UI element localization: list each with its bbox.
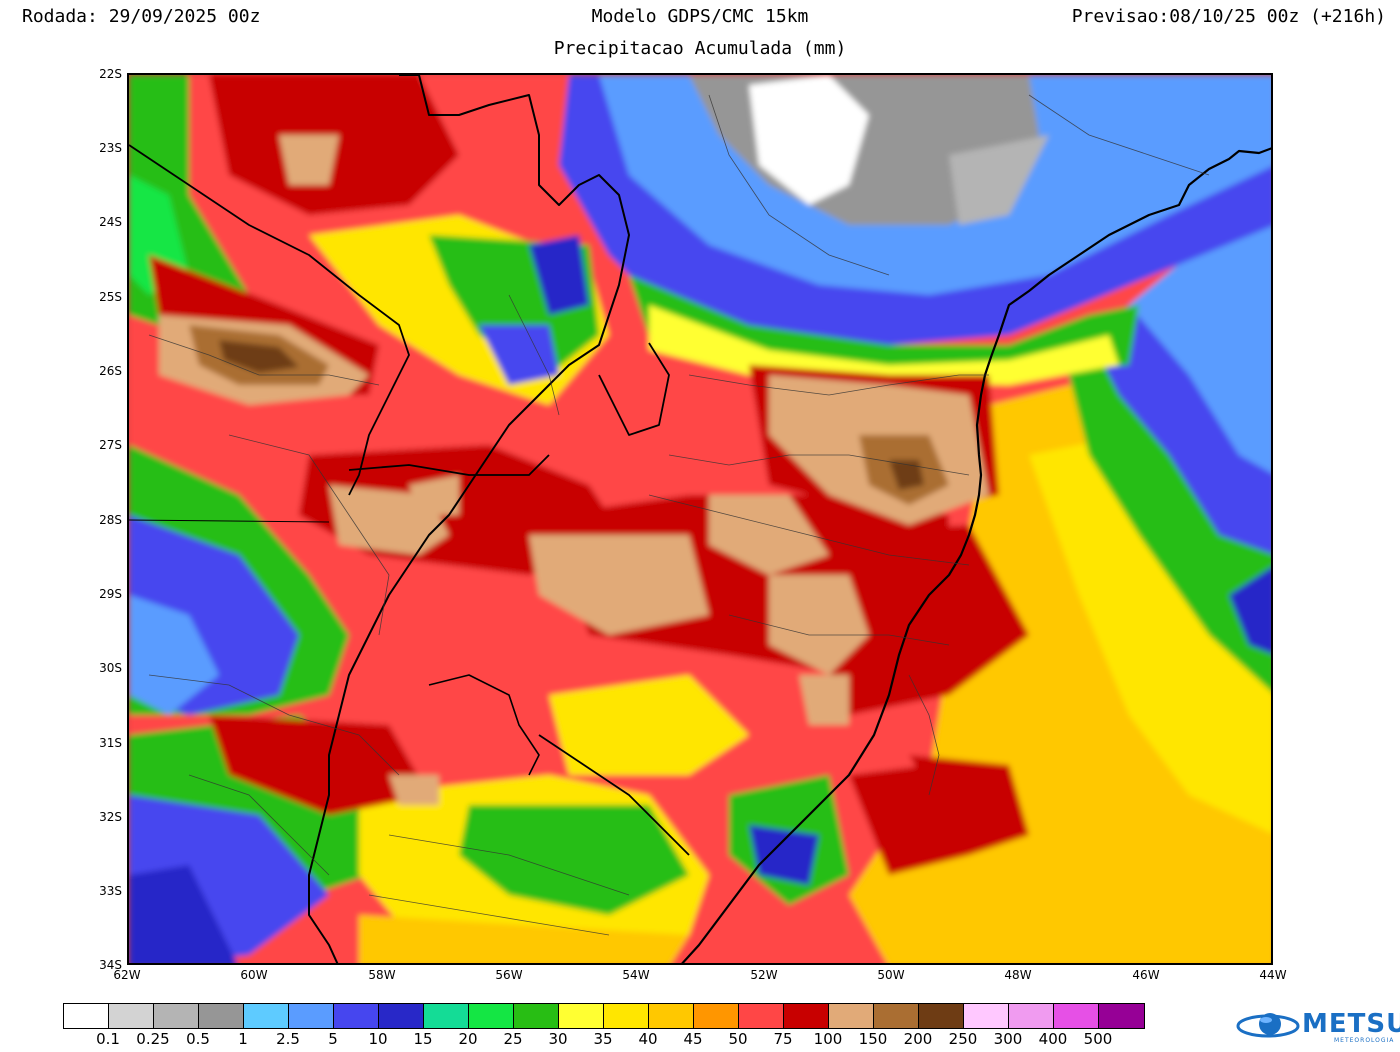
color-swatch xyxy=(649,1004,694,1028)
color-swatch xyxy=(964,1004,1009,1028)
lon-label: 50W xyxy=(877,968,905,982)
color-swatch xyxy=(334,1004,379,1028)
lon-label: 58W xyxy=(368,968,396,982)
color-scale-label: 2.5 xyxy=(276,1030,300,1048)
color-swatch xyxy=(199,1004,244,1028)
color-swatch xyxy=(469,1004,514,1028)
run-label: Rodada: 29/09/2025 00z xyxy=(22,6,261,27)
color-scale-label: 0.5 xyxy=(186,1030,210,1048)
chart-subtitle: Precipitacao Acumulada (mm) xyxy=(553,38,847,59)
lon-label: 56W xyxy=(495,968,523,982)
lat-label: 30S xyxy=(99,661,122,675)
globe-icon xyxy=(1236,1013,1300,1038)
color-scale-label: 45 xyxy=(683,1030,703,1048)
color-scale-label: 100 xyxy=(813,1030,843,1048)
color-swatch xyxy=(739,1004,784,1028)
color-swatch xyxy=(694,1004,739,1028)
logo-text: METSUL xyxy=(1302,1009,1400,1039)
color-swatch xyxy=(1009,1004,1054,1028)
color-scale-label: 25 xyxy=(503,1030,523,1048)
lon-label: 62W xyxy=(113,968,141,982)
color-scale-label: 20 xyxy=(458,1030,478,1048)
color-scale-label: 400 xyxy=(1038,1030,1068,1048)
color-scale-label: 250 xyxy=(948,1030,978,1048)
lon-label: 60W xyxy=(240,968,268,982)
color-scale-label: 50 xyxy=(728,1030,748,1048)
lat-label: 29S xyxy=(99,587,122,601)
color-scale-label: 30 xyxy=(548,1030,568,1048)
color-scale-label: 500 xyxy=(1083,1030,1113,1048)
precipitation-field xyxy=(129,75,1271,963)
color-scale-label: 10 xyxy=(368,1030,388,1048)
color-swatch xyxy=(109,1004,154,1028)
color-scale-bar xyxy=(63,1003,1145,1029)
color-swatch xyxy=(154,1004,199,1028)
lat-label: 25S xyxy=(99,290,122,304)
color-scale-label: 75 xyxy=(773,1030,793,1048)
color-scale-label: 300 xyxy=(993,1030,1023,1048)
lat-label: 23S xyxy=(99,141,122,155)
color-scale-label: 15 xyxy=(413,1030,433,1048)
logo-subtext: METEOROLOGIA xyxy=(1334,1037,1395,1044)
lat-label: 27S xyxy=(99,438,122,452)
lat-label: 34S xyxy=(99,958,122,972)
lon-label: 48W xyxy=(1004,968,1032,982)
lon-label: 46W xyxy=(1132,968,1160,982)
color-swatch xyxy=(64,1004,109,1028)
color-swatch xyxy=(784,1004,829,1028)
color-swatch xyxy=(604,1004,649,1028)
forecast-label: Previsao:08/10/25 00z (+216h) xyxy=(1071,6,1386,27)
metsul-logo: METSUL METEOROLOGIA xyxy=(1236,1006,1400,1046)
color-scale-label: 0.1 xyxy=(96,1030,120,1048)
color-scale-label: 35 xyxy=(593,1030,613,1048)
lon-label: 54W xyxy=(622,968,650,982)
color-scale-label: 5 xyxy=(328,1030,338,1048)
lat-label: 26S xyxy=(99,364,122,378)
color-swatch xyxy=(874,1004,919,1028)
color-swatch xyxy=(559,1004,604,1028)
color-scale-label: 200 xyxy=(903,1030,933,1048)
color-scale-label: 1 xyxy=(238,1030,248,1048)
lon-label: 44W xyxy=(1259,968,1287,982)
color-swatch xyxy=(379,1004,424,1028)
color-swatch xyxy=(829,1004,874,1028)
color-scale-label: 0.25 xyxy=(136,1030,170,1048)
lat-label: 33S xyxy=(99,884,122,898)
lat-label: 32S xyxy=(99,810,122,824)
color-swatch xyxy=(1099,1004,1144,1028)
color-swatch xyxy=(244,1004,289,1028)
color-swatch xyxy=(289,1004,334,1028)
color-scale-label: 150 xyxy=(858,1030,888,1048)
color-swatch xyxy=(919,1004,964,1028)
color-swatch xyxy=(424,1004,469,1028)
lon-label: 52W xyxy=(750,968,778,982)
lat-label: 24S xyxy=(99,215,122,229)
color-swatch xyxy=(1054,1004,1099,1028)
lat-label: 22S xyxy=(99,67,122,81)
color-swatch xyxy=(514,1004,559,1028)
model-title: Modelo GDPS/CMC 15km xyxy=(591,6,809,27)
lat-label: 28S xyxy=(99,513,122,527)
color-scale-label: 40 xyxy=(638,1030,658,1048)
precipitation-map xyxy=(127,73,1273,965)
lat-label: 31S xyxy=(99,736,122,750)
